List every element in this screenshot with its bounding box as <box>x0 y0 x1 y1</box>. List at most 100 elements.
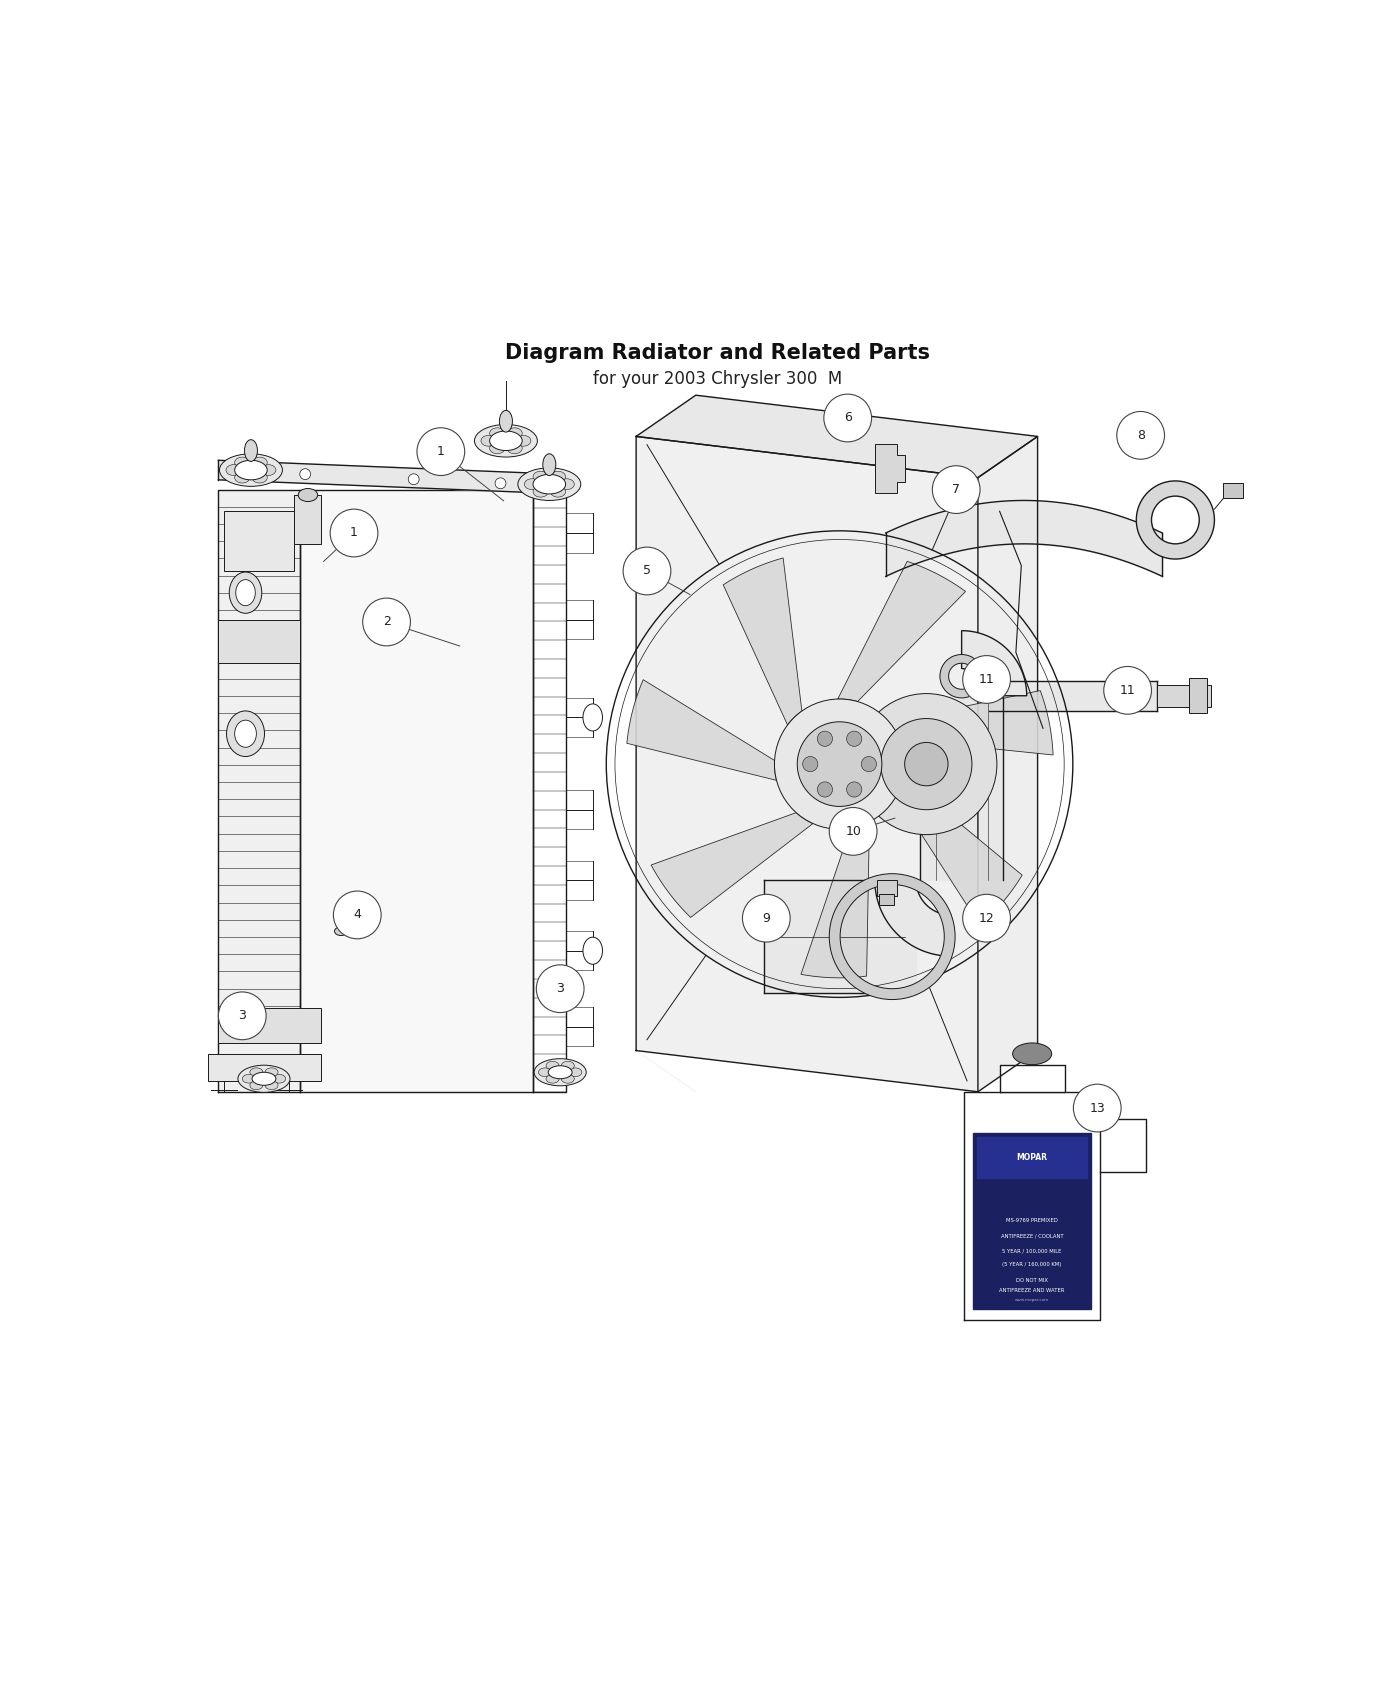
Polygon shape <box>724 558 802 724</box>
Polygon shape <box>764 881 916 993</box>
Polygon shape <box>889 690 1053 755</box>
Polygon shape <box>920 695 1002 881</box>
Text: 1: 1 <box>350 527 358 539</box>
Ellipse shape <box>252 473 267 483</box>
Text: 3: 3 <box>556 983 564 994</box>
Polygon shape <box>651 813 813 918</box>
Circle shape <box>963 656 1011 704</box>
Circle shape <box>802 756 818 772</box>
Text: www.mopar.com: www.mopar.com <box>1015 1299 1049 1302</box>
Ellipse shape <box>507 428 522 439</box>
Text: DO NOT MIX: DO NOT MIX <box>1016 1278 1049 1282</box>
FancyBboxPatch shape <box>294 495 322 544</box>
Ellipse shape <box>535 1059 587 1086</box>
Ellipse shape <box>490 432 522 450</box>
Text: 11: 11 <box>1120 683 1135 697</box>
Text: 9: 9 <box>763 911 770 925</box>
Circle shape <box>623 547 671 595</box>
Ellipse shape <box>518 468 581 500</box>
Ellipse shape <box>230 573 262 614</box>
Circle shape <box>904 743 948 785</box>
Ellipse shape <box>549 1066 573 1080</box>
Ellipse shape <box>225 464 241 476</box>
Ellipse shape <box>252 1073 276 1085</box>
Ellipse shape <box>546 1061 559 1069</box>
Ellipse shape <box>249 1068 263 1076</box>
Text: 13: 13 <box>1089 1102 1105 1115</box>
Polygon shape <box>218 490 300 1091</box>
Ellipse shape <box>260 464 276 476</box>
Ellipse shape <box>582 937 602 964</box>
Ellipse shape <box>500 410 512 432</box>
Ellipse shape <box>561 1061 574 1069</box>
Ellipse shape <box>227 711 265 757</box>
Ellipse shape <box>475 425 538 457</box>
Polygon shape <box>962 631 1026 695</box>
FancyBboxPatch shape <box>224 512 294 571</box>
Ellipse shape <box>515 435 531 445</box>
Circle shape <box>932 466 980 513</box>
Circle shape <box>847 731 862 746</box>
Circle shape <box>1117 411 1165 459</box>
Circle shape <box>823 394 872 442</box>
Polygon shape <box>977 437 1037 1091</box>
Circle shape <box>1074 1085 1121 1132</box>
FancyBboxPatch shape <box>1224 483 1243 498</box>
Ellipse shape <box>559 479 574 490</box>
Text: for your 2003 Chrysler 300  M: for your 2003 Chrysler 300 M <box>592 371 843 388</box>
Ellipse shape <box>220 454 283 486</box>
Ellipse shape <box>298 488 318 502</box>
Polygon shape <box>636 1051 696 1091</box>
Ellipse shape <box>265 1068 279 1076</box>
Circle shape <box>963 894 1011 942</box>
Text: MS-9769 PREMIXED: MS-9769 PREMIXED <box>1007 1217 1058 1222</box>
Polygon shape <box>218 461 566 495</box>
Polygon shape <box>636 394 1037 478</box>
Text: 5 YEAR / 100,000 MILE: 5 YEAR / 100,000 MILE <box>1002 1250 1061 1255</box>
Text: ANTIFREEZE / COOLANT: ANTIFREEZE / COOLANT <box>1001 1232 1064 1238</box>
Wedge shape <box>939 654 983 699</box>
Ellipse shape <box>490 428 505 439</box>
Circle shape <box>742 894 790 942</box>
FancyBboxPatch shape <box>879 894 895 904</box>
Ellipse shape <box>235 721 256 748</box>
Ellipse shape <box>533 471 549 483</box>
Circle shape <box>417 428 465 476</box>
FancyBboxPatch shape <box>218 1008 322 1044</box>
Wedge shape <box>829 874 955 1000</box>
Wedge shape <box>1137 481 1214 559</box>
Ellipse shape <box>482 435 496 445</box>
Ellipse shape <box>335 927 347 935</box>
Circle shape <box>855 694 997 835</box>
Circle shape <box>300 469 311 479</box>
Polygon shape <box>973 1132 1091 1309</box>
Ellipse shape <box>550 471 566 483</box>
Circle shape <box>333 891 381 938</box>
Text: 4: 4 <box>353 908 361 921</box>
Text: 1: 1 <box>437 445 445 457</box>
Ellipse shape <box>561 1074 574 1083</box>
Ellipse shape <box>235 580 255 605</box>
Circle shape <box>818 782 833 797</box>
Text: Diagram Radiator and Related Parts: Diagram Radiator and Related Parts <box>505 343 930 364</box>
Ellipse shape <box>568 1068 582 1076</box>
Ellipse shape <box>238 1066 290 1093</box>
Text: (5 YEAR / 160,000 KM): (5 YEAR / 160,000 KM) <box>1002 1261 1061 1266</box>
Text: MOPAR: MOPAR <box>1016 1153 1047 1163</box>
Text: 3: 3 <box>238 1010 246 1022</box>
Ellipse shape <box>533 486 549 496</box>
Ellipse shape <box>252 457 267 468</box>
FancyBboxPatch shape <box>207 1054 322 1081</box>
Ellipse shape <box>1012 1042 1051 1064</box>
Polygon shape <box>965 1091 1100 1319</box>
Ellipse shape <box>273 1074 286 1083</box>
Circle shape <box>330 508 378 558</box>
Text: 11: 11 <box>979 673 994 687</box>
Circle shape <box>797 722 882 806</box>
Ellipse shape <box>546 1074 559 1083</box>
Circle shape <box>363 598 410 646</box>
Circle shape <box>409 474 419 484</box>
Ellipse shape <box>550 486 566 496</box>
Circle shape <box>1103 666 1151 714</box>
Ellipse shape <box>533 474 566 495</box>
